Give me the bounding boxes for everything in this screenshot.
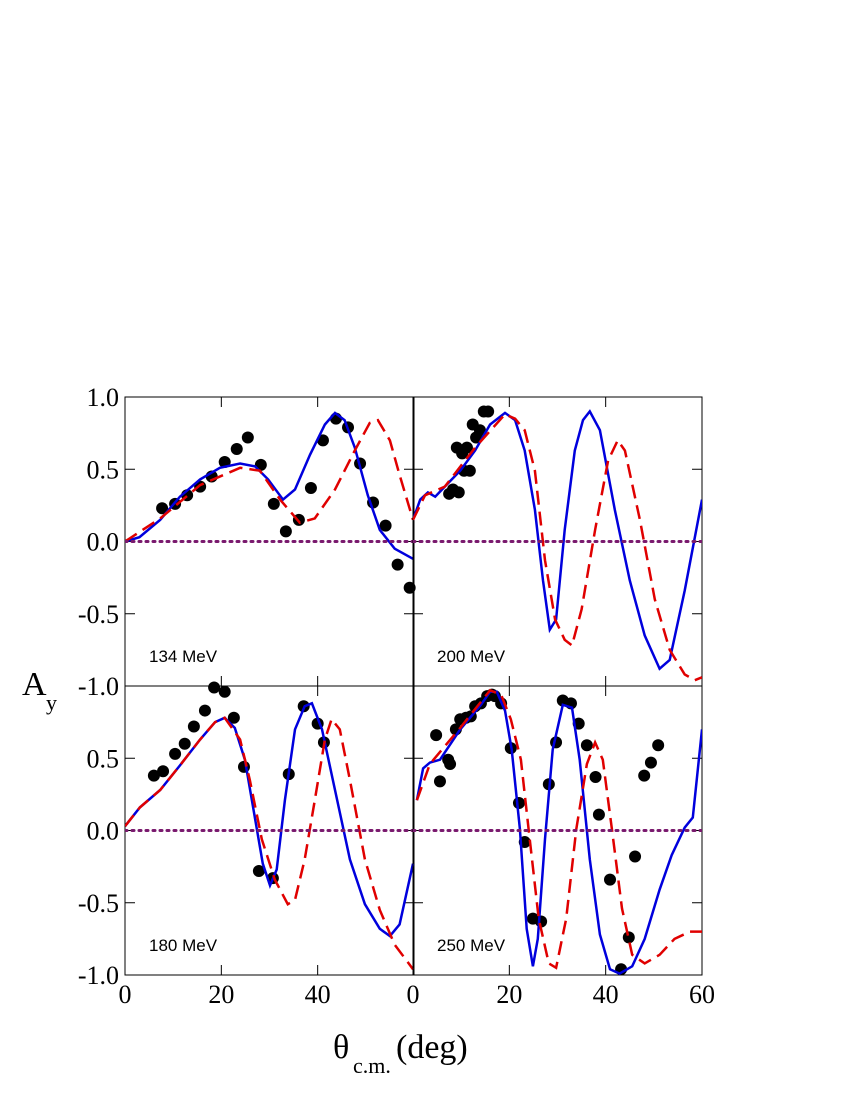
data-point xyxy=(629,850,642,863)
data-point xyxy=(482,405,495,418)
data-point xyxy=(460,441,473,454)
panel-annotation: 250 MeV xyxy=(437,936,506,955)
y-tick-label: 1.0 xyxy=(87,383,120,412)
data-point xyxy=(230,443,243,456)
y-tick-label: 0.5 xyxy=(87,455,120,484)
y-tick-label: 0.5 xyxy=(87,744,120,773)
data-point xyxy=(147,769,160,782)
data-point xyxy=(391,558,404,571)
curve xyxy=(125,701,414,938)
x-tick-label: 20 xyxy=(496,980,522,1009)
x-axis-label-unit: (deg) xyxy=(396,1029,468,1066)
curve xyxy=(413,409,702,671)
data-point xyxy=(433,775,446,788)
curve xyxy=(125,418,414,543)
y-tick-label: -0.5 xyxy=(78,600,119,629)
x-tick-label: 0 xyxy=(119,980,132,1009)
y-tick-label: -1.0 xyxy=(78,672,119,701)
data-point xyxy=(279,525,292,538)
data-point xyxy=(208,681,221,694)
data-point xyxy=(227,711,240,724)
data-point xyxy=(403,581,416,594)
data-point xyxy=(198,704,211,717)
panel-annotation: 134 MeV xyxy=(149,647,218,666)
y-axis-label-sub: y xyxy=(46,690,57,715)
curve xyxy=(415,690,702,975)
curve xyxy=(125,716,414,970)
data-point xyxy=(589,771,602,784)
data-point xyxy=(512,797,525,810)
data-point xyxy=(241,431,254,444)
x-tick-label: 60 xyxy=(689,980,715,1009)
data-point xyxy=(430,729,443,742)
data-point xyxy=(178,737,191,750)
data-point xyxy=(267,497,280,510)
data-point xyxy=(157,765,170,778)
data-point xyxy=(169,747,182,760)
curve xyxy=(413,412,702,682)
x-tick-label: 0 xyxy=(407,980,420,1009)
data-point xyxy=(604,873,617,886)
panel-annotation: 180 MeV xyxy=(149,936,218,955)
data-point xyxy=(638,769,651,782)
data-point xyxy=(463,464,476,477)
data-point xyxy=(156,502,169,515)
curve xyxy=(415,688,702,970)
x-tick-label: 40 xyxy=(593,980,619,1009)
data-point xyxy=(580,739,593,752)
y-tick-label: -0.5 xyxy=(78,889,119,918)
data-point xyxy=(218,685,231,698)
x-axis-label: θ xyxy=(333,1029,349,1066)
data-point xyxy=(252,864,265,877)
data-point xyxy=(187,720,200,733)
data-point xyxy=(622,931,635,944)
data-point xyxy=(237,760,250,773)
data-point xyxy=(644,756,657,769)
y-tick-label: 0.0 xyxy=(87,528,120,557)
data-point xyxy=(452,486,465,499)
data-point xyxy=(444,758,457,771)
data-point xyxy=(592,808,605,821)
x-tick-label: 40 xyxy=(305,980,331,1009)
data-point xyxy=(652,739,665,752)
data-point xyxy=(379,519,392,532)
y-tick-label: 0.0 xyxy=(87,817,120,846)
panel-annotation: 200 MeV xyxy=(437,647,506,666)
x-tick-label: 20 xyxy=(208,980,234,1009)
data-point xyxy=(473,424,486,437)
y-axis-label: A xyxy=(22,666,47,703)
curve xyxy=(125,411,414,560)
y-tick-label: -1.0 xyxy=(78,961,119,990)
data-point xyxy=(304,482,317,495)
x-axis-label-sub: c.m. xyxy=(353,1053,391,1078)
